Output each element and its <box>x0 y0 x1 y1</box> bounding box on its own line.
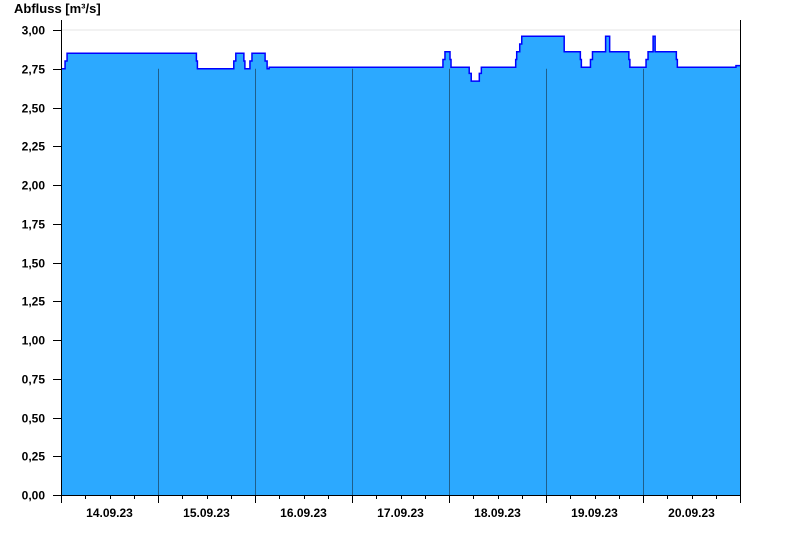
x-tick-label: 14.09.23 <box>86 506 133 520</box>
x-tick-label: 15.09.23 <box>183 506 230 520</box>
y-tick-label: 2,50 <box>22 102 46 116</box>
x-tick-label: 16.09.23 <box>280 506 327 520</box>
x-tick-label: 19.09.23 <box>571 506 618 520</box>
x-tick-label: 20.09.23 <box>668 506 715 520</box>
y-tick-label: 2,00 <box>22 179 46 193</box>
y-tick-label: 0,75 <box>22 373 46 387</box>
x-tick-label: 17.09.23 <box>377 506 424 520</box>
y-tick-label: 1,25 <box>22 295 46 309</box>
y-axis-title: Abfluss [m³/s] <box>14 1 101 16</box>
discharge-area <box>61 36 740 495</box>
y-tick-label: 0,50 <box>22 412 46 426</box>
x-tick-label: 18.09.23 <box>474 506 521 520</box>
y-tick-label: 0,25 <box>22 450 46 464</box>
y-tick-label: 2,75 <box>22 63 46 77</box>
y-tick-label: 3,00 <box>22 24 46 38</box>
y-tick-label: 1,75 <box>22 218 46 232</box>
y-tick-label: 0,00 <box>22 489 46 503</box>
y-tick-label: 1,00 <box>22 334 46 348</box>
y-tick-label: 2,25 <box>22 140 46 154</box>
y-tick-label: 1,50 <box>22 257 46 271</box>
discharge-line <box>61 35 740 82</box>
